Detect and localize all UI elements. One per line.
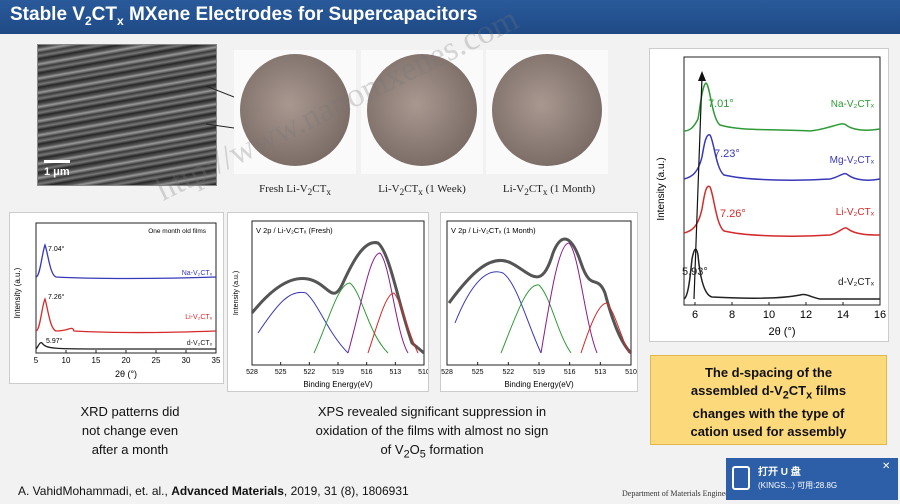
photo-caption-week: Li-V2CTx (1 Week) [378,183,466,198]
close-icon[interactable]: ✕ [882,461,891,472]
legend-li: Li-V₂CTₓ [836,207,875,218]
xrd-caption: XRD patterns did not change even after a… [80,404,180,457]
xps-fresh-svg: V 2p / Li-V₂CTₓ (Fresh) Intensity (a.u.)… [233,220,430,389]
xps-month-xlabel: Binding Energy(eV) [504,380,574,389]
usb-popup[interactable]: 打开 U 盘 (KINGS...) 可用:28.8G ✕ [726,458,898,500]
x-tick-label: 10 [62,356,71,365]
xps-fresh-title: V 2p / Li-V₂CTₓ (Fresh) [256,226,333,235]
xrd-main-ylabel: Intensity (a.u.) [656,157,667,220]
xrd-main-xlabel: 2θ (°) [768,326,795,338]
x-tick-label: 15 [92,356,101,365]
title-bar: Stable V2CTx MXene Electrodes for Superc… [0,0,900,34]
x-tick-label: 30 [182,356,191,365]
x-tick-label: 16 [874,309,886,321]
photo-caption-month: Li-V2CTx (1 Month) [502,183,596,198]
photo-caption-fresh: Fresh Li-V2CTx [259,183,331,198]
peak-label-li: 7.26° [720,208,746,220]
xps-fresh-xlabel: Binding Energy(eV) [303,380,373,389]
scale-label: 1 μm [44,166,70,178]
x-tick-label: 510 [418,369,428,376]
x-tick-label: 522 [502,369,514,376]
series-line-na [683,82,881,132]
xps-month-chart: V 2p / Li-V₂CTₓ (1 Month) Binding Energy… [440,212,638,392]
d-spacing-note: The d-spacing of the assembled d-V2CTx f… [650,355,887,445]
xps-caption: XPS revealed significant suppression in … [315,404,549,461]
x-tick-label: 10 [763,309,775,321]
small-peak-na: 7.04° [48,245,65,253]
legend-d: d-V₂CTₓ [838,277,875,288]
x-tick-label: 519 [533,369,545,376]
photo-1-week [361,50,483,174]
x-tick-label: 20 [122,356,131,365]
xrd-small-title: One month old films [148,228,207,235]
xps-fresh-ylabel: Intensity (a.u.) [233,271,240,315]
x-tick-label: 525 [472,369,484,376]
department-footer: Department of Materials Engineering [622,489,742,498]
x-tick-label: 528 [246,369,258,376]
x-tick-label: 5 [34,356,39,365]
x-tick-label: 510 [625,369,637,376]
series-line-li [683,185,881,237]
x-tick-label: 513 [389,369,401,376]
legend-na: Na-V₂CTₓ [831,99,875,110]
x-tick-label: 525 [275,369,287,376]
xps-fresh-chart: V 2p / Li-V₂CTₓ (Fresh) Intensity (a.u.)… [227,212,430,392]
xrd-main-chart: Intensity (a.u.) 2θ (°) 6 8 10 12 14 16 7.01°… [649,48,889,342]
xrd-small-ylabel: Intensity (a.u.) [13,267,22,318]
x-tick-label: 6 [692,309,698,321]
xrd-small-svg: One month old films Intensity (a.u.) 2θ … [13,222,221,379]
small-legend-d: d-V₂CTₓ [187,340,213,347]
series-line-d [683,248,880,300]
xrd-small-xlabel: 2θ (°) [115,369,137,379]
x-tick-label: 519 [332,369,344,376]
peak-label-mg: 7.23° [714,148,740,160]
photo-fresh [234,50,356,174]
slide-title: Stable V2CTx MXene Electrodes for Superc… [10,4,478,28]
x-tick-label: 513 [594,369,606,376]
usb-subtitle: (KINGS...) 可用:28.8G [758,481,838,490]
xps-month-title: V 2p / Li-V₂CTₓ (1 Month) [451,226,536,235]
usb-drive-icon [732,466,750,490]
legend-mg: Mg-V₂CTₓ [830,155,875,166]
small-peak-d: 5.97° [46,337,63,345]
xps-month-svg: V 2p / Li-V₂CTₓ (1 Month) Binding Energy… [441,220,637,389]
small-legend-na: Na-V₂CTₓ [182,270,213,277]
reference: A. VahidMohammadi, et. al., Advanced Mat… [18,484,409,498]
photo-1-month [486,50,608,174]
x-tick-label: 8 [729,309,735,321]
small-legend-li: Li-V₂CTₓ [185,314,212,321]
usb-title: 打开 U 盘 [758,467,801,478]
x-tick-label: 35 [212,356,221,365]
series-line-mg [683,134,881,181]
peak-label-d: 5.93° [682,266,708,278]
scale-bar [44,160,70,163]
x-tick-label: 528 [441,369,453,376]
xrd-small-chart: One month old films Intensity (a.u.) 2θ … [9,212,224,384]
x-tick-label: 25 [152,356,161,365]
x-tick-label: 14 [837,309,849,321]
peak-label-na: 7.01° [708,98,734,110]
x-tick-label: 12 [800,309,812,321]
small-peak-li: 7.26° [48,293,65,301]
x-tick-label: 516 [361,369,373,376]
xrd-main-svg: Intensity (a.u.) 2θ (°) 6 8 10 12 14 16 7.01°… [656,56,886,338]
x-tick-label: 516 [564,369,576,376]
x-tick-label: 522 [303,369,315,376]
